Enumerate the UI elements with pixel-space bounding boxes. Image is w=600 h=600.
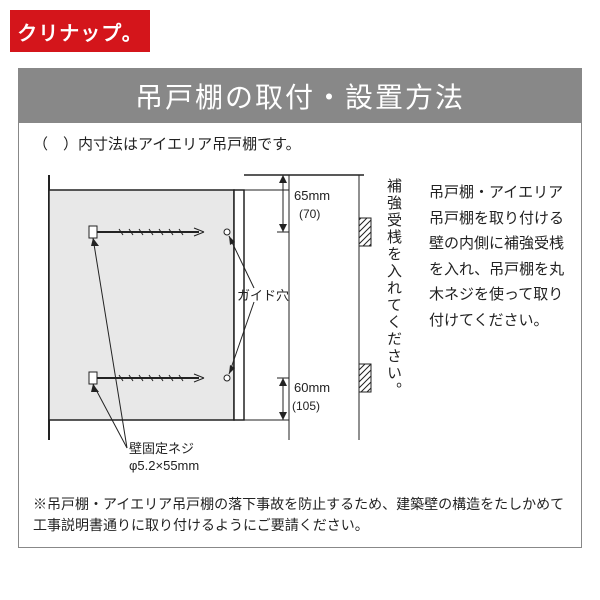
dim-top-sub: (70) <box>299 207 320 221</box>
dim-bottom-value: 60mm <box>294 380 330 395</box>
installation-diagram: 65mm (70) 60mm (105) ガイド穴 <box>29 160 429 490</box>
instruction-text: 吊戸棚・アイエリア吊戸棚を取り付ける壁の内側に補強受桟を入れ、吊戸棚を丸木ネジを… <box>429 180 569 333</box>
subtitle-note: （ ）内寸法はアイエリア吊戸棚です。 <box>19 123 581 160</box>
screw-label: 壁固定ネジ <box>129 441 194 456</box>
vertical-reinforcement-note: 補強受桟を入れてください。 <box>383 178 404 399</box>
guide-hole-label: ガイド穴 <box>237 288 289 303</box>
dim-bottom-sub: (105) <box>292 399 320 413</box>
content-area: 65mm (70) 60mm (105) ガイド穴 <box>19 160 581 500</box>
footnote-text: ※吊戸棚・アイエリア吊戸棚の落下事故を防止するため、建築壁の構造をたしかめて工事… <box>33 494 567 537</box>
instruction-frame: 吊戸棚の取付・設置方法 （ ）内寸法はアイエリア吊戸棚です。 <box>18 68 582 548</box>
dim-top-value: 65mm <box>294 188 330 203</box>
title-bar: 吊戸棚の取付・設置方法 <box>19 69 581 123</box>
reinforcement-bar-top-icon <box>359 218 371 246</box>
reinforcement-bar-bottom-icon <box>359 364 371 392</box>
brand-logo: クリナップ。 <box>10 10 150 52</box>
screw-spec: φ5.2×55mm <box>129 458 199 473</box>
